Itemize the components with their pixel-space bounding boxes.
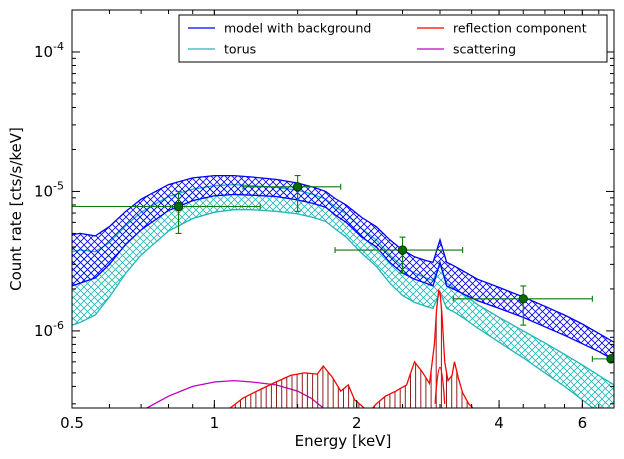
y-tick-exponent: -4 — [53, 40, 64, 53]
reflection-component-line — [229, 289, 474, 408]
data-marker — [292, 182, 303, 192]
reflection-secondary-peak — [434, 367, 446, 404]
y-tick-base: 10 — [34, 182, 53, 200]
legend: model with background reflection compone… — [178, 14, 608, 63]
y-tick-label: 10-5 — [34, 179, 64, 200]
data-point-3 — [334, 236, 464, 274]
data-marker — [518, 294, 528, 304]
model-with-background-upper-line — [72, 174, 614, 343]
torus-lower-line — [72, 209, 594, 408]
x-tick-label: 1 — [210, 414, 220, 432]
axes-frame — [71, 9, 615, 409]
data-marker — [606, 354, 614, 364]
x-tick-label: 0.5 — [60, 414, 84, 432]
plot-area — [72, 174, 614, 408]
data-point-4 — [452, 285, 593, 326]
legend-frame — [178, 14, 608, 63]
y-tick-label: 10-4 — [34, 40, 64, 61]
x-tick-label: 4 — [494, 414, 504, 432]
x-tick-label: 2 — [352, 414, 362, 432]
y-tick-label: 10-6 — [34, 319, 64, 340]
data-marker — [173, 201, 184, 212]
y-tick-exponent: -6 — [53, 319, 64, 332]
data-point-5 — [591, 354, 614, 364]
y-tick-base: 10 — [34, 43, 53, 61]
y-tick-exponent: -5 — [53, 179, 64, 192]
torus-band-fill — [72, 184, 614, 408]
legend-label-reflection: reflection component — [453, 21, 587, 36]
model-with-background-band-fill — [72, 175, 614, 360]
y-axis-label: Count rate [cts/s/keV] — [7, 127, 25, 291]
data-point-2 — [242, 175, 342, 212]
axes: 10-610-510-40.5 1 2 4 6 — [34, 9, 615, 432]
x-tick-label: 6 — [578, 414, 588, 432]
model-with-background-lower-line — [72, 193, 614, 361]
legend-label-torus: torus — [224, 42, 256, 57]
y-tick-base: 10 — [34, 322, 53, 340]
data-marker — [397, 245, 408, 255]
scattering-line — [146, 379, 324, 408]
data-point-1 — [72, 190, 261, 234]
legend-label-scattering: scattering — [453, 42, 516, 57]
x-axis-label: Energy [keV] — [295, 432, 392, 450]
legend-label-model: model with background — [224, 21, 371, 36]
